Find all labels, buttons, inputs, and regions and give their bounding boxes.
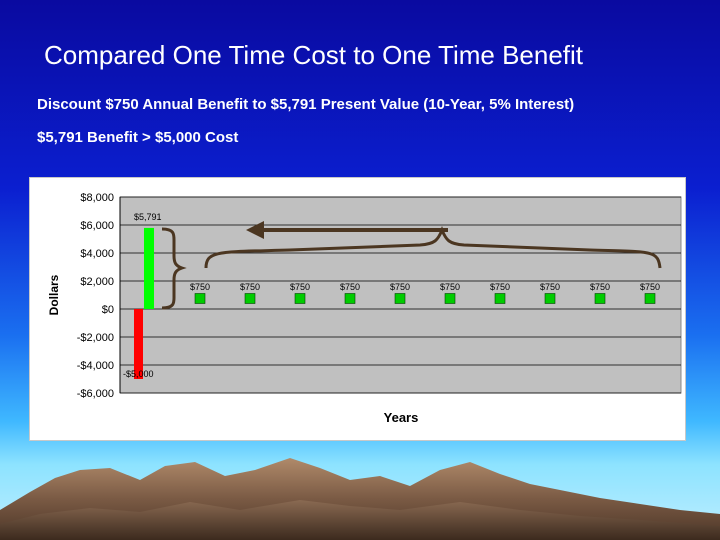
mountain-landscape <box>0 458 720 540</box>
cost-bar <box>134 309 143 379</box>
annual-benefit-label: $750 <box>640 282 660 292</box>
y-tick-label: $4,000 <box>80 248 114 260</box>
annual-benefit-marker <box>494 293 506 304</box>
annual-benefit-label: $750 <box>240 282 260 292</box>
annual-benefit-marker <box>544 293 556 304</box>
annual-benefit-marker <box>644 293 656 304</box>
chart-frame: $8,000 $6,000 $4,000 $2,000 $0 -$2,000 -$4,000… <box>29 177 686 441</box>
annual-benefit-label: $750 <box>290 282 310 292</box>
annual-benefit-markers: $750 $750 $750 $750 $750 $750 $750 $750 $750 $750 <box>190 282 660 304</box>
annual-benefit-label: $750 <box>490 282 510 292</box>
benefit-bar <box>144 227 154 309</box>
annual-benefit-label: $750 <box>440 282 460 292</box>
annual-benefit-label: $750 <box>190 282 210 292</box>
annual-benefit-marker <box>244 293 256 304</box>
y-tick-label: $0 <box>102 304 114 316</box>
y-tick-label: $6,000 <box>80 220 114 232</box>
y-tick-label: -$6,000 <box>77 388 114 400</box>
y-tick-label: -$2,000 <box>77 332 114 344</box>
cost-benefit-chart: $8,000 $6,000 $4,000 $2,000 $0 -$2,000 -$4,000… <box>47 192 682 425</box>
annual-benefit-marker <box>294 293 306 304</box>
annual-benefit-label: $750 <box>590 282 610 292</box>
annual-benefit-label: $750 <box>340 282 360 292</box>
annual-benefit-marker <box>194 293 206 304</box>
brace-annotation <box>161 221 662 310</box>
annual-benefit-marker <box>344 293 356 304</box>
slide-subtitle-comparison: $5,791 Benefit > $5,000 Cost <box>37 129 239 146</box>
small-brace <box>161 227 187 310</box>
y-tick-label: $8,000 <box>80 192 114 204</box>
annual-benefit-label: $750 <box>540 282 560 292</box>
present-value-arrow-head <box>246 221 264 239</box>
y-axis-ticks: $8,000 $6,000 $4,000 $2,000 $0 -$2,000 -$4,000… <box>77 192 114 400</box>
annual-benefit-label: $750 <box>390 282 410 292</box>
y-tick-label: $2,000 <box>80 276 114 288</box>
y-axis-label: Dollars <box>47 274 61 315</box>
slide-subtitle-discount: Discount $750 Annual Benefit to $5,791 P… <box>37 96 575 113</box>
y-tick-label: -$4,000 <box>77 360 114 372</box>
cost-bar-label: -$5,000 <box>123 369 154 379</box>
x-axis-label: Years <box>384 410 419 425</box>
slide-title: Compared One Time Cost to One Time Benef… <box>44 40 584 70</box>
gridlines <box>119 196 681 394</box>
benefit-bar-label: $5,791 <box>134 212 162 222</box>
mountain-range-front <box>0 500 720 540</box>
annual-benefit-marker <box>594 293 606 304</box>
annual-benefit-marker <box>394 293 406 304</box>
bars: -$5,000 $5,791 <box>123 212 162 379</box>
annual-benefit-marker <box>444 293 456 304</box>
